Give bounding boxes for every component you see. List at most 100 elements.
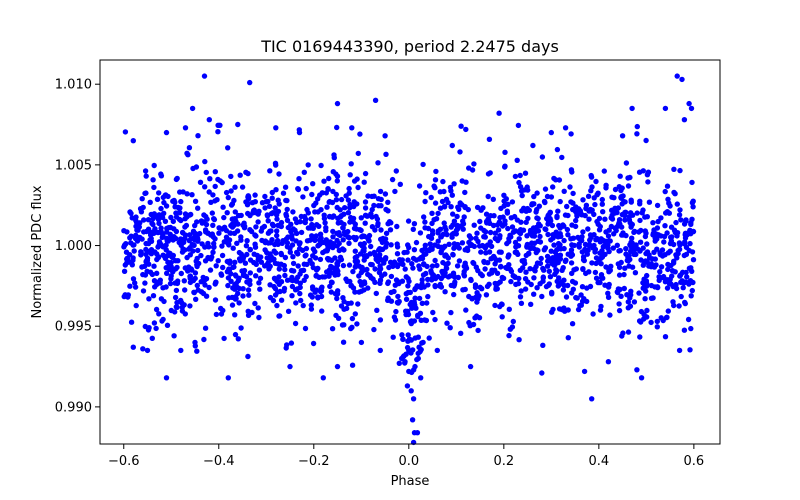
data-point <box>319 308 325 314</box>
data-point <box>194 262 200 268</box>
data-point <box>432 282 438 289</box>
data-point <box>621 271 627 278</box>
data-point <box>251 251 257 257</box>
data-point <box>518 300 525 306</box>
data-point <box>468 276 474 283</box>
data-point <box>416 183 423 189</box>
data-point <box>462 247 468 253</box>
data-point <box>589 184 595 190</box>
data-point <box>173 228 180 235</box>
data-point <box>595 221 601 227</box>
data-point <box>295 251 301 257</box>
data-point <box>211 244 217 250</box>
data-point <box>586 216 592 222</box>
data-point <box>612 186 619 193</box>
data-point <box>274 216 280 222</box>
data-point <box>150 177 156 183</box>
data-point <box>389 176 396 183</box>
data-point <box>234 240 240 246</box>
data-point <box>357 131 363 137</box>
data-point <box>326 175 332 182</box>
data-point <box>676 303 682 309</box>
data-point <box>186 246 192 252</box>
data-point <box>399 355 405 362</box>
data-point <box>519 192 525 199</box>
data-point <box>377 277 384 283</box>
data-point <box>303 216 309 222</box>
data-point <box>633 251 639 258</box>
data-point <box>186 145 193 151</box>
data-point <box>526 250 532 256</box>
data-point <box>394 223 400 230</box>
data-point <box>677 272 684 278</box>
data-point <box>607 267 613 273</box>
data-point <box>598 272 605 278</box>
data-point <box>403 351 409 357</box>
data-point <box>507 266 514 273</box>
data-point <box>584 298 590 305</box>
data-point <box>451 241 458 247</box>
data-point <box>142 280 148 286</box>
data-point <box>364 213 370 219</box>
data-point <box>240 286 246 292</box>
data-point <box>375 258 381 265</box>
data-point <box>229 294 235 301</box>
data-point <box>337 207 343 213</box>
data-point <box>366 232 373 239</box>
data-point <box>244 238 250 244</box>
data-point <box>432 200 439 206</box>
data-point <box>668 224 675 230</box>
data-point <box>562 212 569 218</box>
data-point <box>622 265 628 271</box>
data-point <box>357 278 363 285</box>
data-point <box>374 216 381 222</box>
data-point <box>405 332 411 338</box>
data-point <box>309 191 315 198</box>
data-point <box>433 168 439 175</box>
data-point <box>203 169 209 176</box>
data-point <box>640 245 646 251</box>
data-point <box>262 247 268 253</box>
data-point <box>561 237 567 244</box>
data-point <box>362 220 368 226</box>
data-point <box>516 179 522 186</box>
data-point <box>164 270 170 276</box>
data-point <box>319 190 325 196</box>
data-point <box>486 136 493 142</box>
data-point <box>439 198 446 205</box>
data-point <box>465 206 471 213</box>
data-point <box>184 150 190 156</box>
data-point <box>616 301 622 307</box>
data-point <box>141 263 148 269</box>
data-point <box>344 305 350 312</box>
data-point <box>404 383 411 389</box>
data-point <box>625 183 632 189</box>
data-point <box>313 273 319 279</box>
data-point <box>676 212 683 218</box>
data-point <box>428 194 434 201</box>
data-point <box>568 250 574 256</box>
data-point <box>413 305 419 311</box>
data-point <box>588 172 594 179</box>
data-point <box>638 227 644 234</box>
data-point <box>187 303 193 309</box>
data-point <box>334 178 340 184</box>
data-point <box>334 363 341 370</box>
data-point <box>567 184 573 190</box>
data-point <box>417 310 424 316</box>
data-point <box>629 221 635 228</box>
data-point <box>267 168 273 174</box>
data-point <box>324 248 330 254</box>
data-point <box>535 247 541 254</box>
data-point <box>150 293 157 299</box>
data-point <box>646 255 653 261</box>
y-axis-label: Normalized PDC flux <box>30 185 45 318</box>
data-point <box>662 223 668 229</box>
data-point <box>371 326 377 333</box>
data-point <box>396 360 402 366</box>
data-point <box>526 207 532 213</box>
data-point <box>586 243 592 249</box>
data-point <box>540 265 546 272</box>
data-point <box>515 251 521 257</box>
data-point <box>192 339 198 346</box>
